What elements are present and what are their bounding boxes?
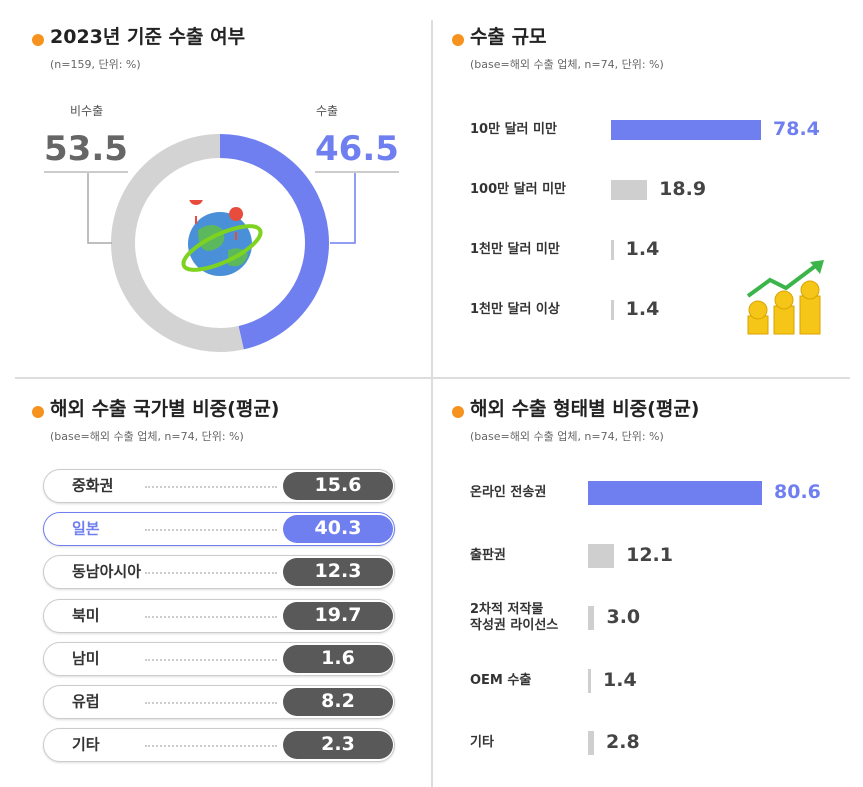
value-label: 15.6 xyxy=(314,474,362,497)
bar xyxy=(611,180,648,200)
value-pill xyxy=(283,644,393,673)
value-label: 12.1 xyxy=(626,543,673,566)
donut-segment xyxy=(219,134,329,350)
value-label: 53.5 xyxy=(44,128,128,173)
bar xyxy=(611,240,614,260)
category-label: 동남아시아 xyxy=(72,563,142,582)
category-label: 남미 xyxy=(72,649,100,668)
value-label: 19.7 xyxy=(314,603,362,626)
chart-title: 해외 수출 국가별 비중(평균) xyxy=(50,398,280,420)
subtitle: (base=해외 수출 업체, n=74, 단위: %) xyxy=(470,430,664,443)
leader-dots xyxy=(145,572,277,575)
leader-dots xyxy=(145,745,277,748)
value-label: 80.6 xyxy=(774,481,821,504)
leader-dots xyxy=(145,615,277,618)
bar xyxy=(588,668,592,693)
bar xyxy=(588,731,595,755)
value-label: 1.4 xyxy=(603,668,637,691)
category-label: 일본 xyxy=(72,519,100,538)
value-pill xyxy=(283,601,393,630)
value-pill xyxy=(283,731,393,760)
value-label: 1.6 xyxy=(321,646,355,669)
category-label: 1천만 달러 이상 xyxy=(470,301,560,317)
coin-icon xyxy=(746,260,824,335)
category-label: 1천만 달러 미만 xyxy=(470,241,560,257)
bar xyxy=(588,543,615,568)
category-label: 유럽 xyxy=(72,692,100,711)
leader-line xyxy=(330,172,356,244)
bullet xyxy=(452,406,464,418)
subtitle: (base=해외 수출 업체, n=74, 단위: %) xyxy=(470,58,664,71)
subtitle: (base=해외 수출 업체, n=74, 단위: %) xyxy=(50,430,244,443)
category-label: 100만 달러 미만 xyxy=(470,181,566,197)
category-label: OEM 수출 xyxy=(470,672,532,688)
value-label: 78.4 xyxy=(773,118,820,141)
globe-icon xyxy=(181,200,263,276)
bullet xyxy=(452,34,464,46)
bullet xyxy=(32,34,44,46)
value-pill xyxy=(283,472,393,500)
value-label: 1.4 xyxy=(625,238,660,261)
value-label: 1.4 xyxy=(625,298,660,321)
leader-dots xyxy=(145,486,277,488)
leader-dots xyxy=(145,702,277,704)
leader-line xyxy=(87,172,112,244)
chart-title: 2023년 기준 수출 여부 xyxy=(50,26,246,48)
divider xyxy=(431,20,433,787)
leader-dots xyxy=(145,658,277,661)
category-label: 기타 xyxy=(470,734,494,750)
value-pill xyxy=(283,688,393,716)
value-label: 18.9 xyxy=(659,178,707,201)
value-label: 40.3 xyxy=(314,517,362,540)
bar xyxy=(611,120,761,140)
value-label: 3.0 xyxy=(606,606,641,629)
category-label: 수출 xyxy=(316,104,339,118)
category-label: 온라인 전송권 xyxy=(470,484,547,500)
category-label: 북미 xyxy=(72,606,100,625)
bar xyxy=(588,481,762,505)
bullet xyxy=(32,406,44,418)
value-label: 46.5 xyxy=(315,128,399,173)
category-label: 2차적 저작물 작성권 라이선스 xyxy=(470,601,559,633)
divider xyxy=(15,377,850,379)
value-label: 8.2 xyxy=(321,690,355,713)
value-label: 2.3 xyxy=(321,733,355,756)
category-label: 출판권 xyxy=(470,547,506,563)
value-label: 12.3 xyxy=(314,560,362,583)
value-pill xyxy=(283,515,393,544)
leader-dots xyxy=(145,529,277,532)
chart-title: 해외 수출 형태별 비중(평균) xyxy=(470,398,700,420)
bar xyxy=(588,606,595,630)
subtitle: (n=159, 단위: %) xyxy=(50,58,141,71)
value-label: 2.8 xyxy=(606,731,640,754)
category-label: 중화권 xyxy=(72,476,114,495)
value-pill xyxy=(283,558,393,587)
category-label: 기타 xyxy=(72,735,100,754)
category-label: 10만 달러 미만 xyxy=(470,121,557,137)
chart-title: 수출 규모 xyxy=(470,26,547,48)
bar xyxy=(611,300,614,320)
category-label: 비수출 xyxy=(70,104,104,118)
donut-segment xyxy=(111,134,244,352)
